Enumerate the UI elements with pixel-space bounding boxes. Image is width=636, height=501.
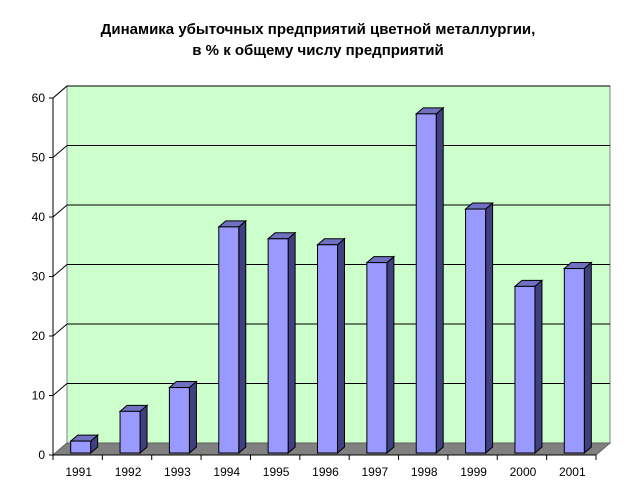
y-tick-label: 20 bbox=[32, 329, 46, 343]
y-tick-label: 40 bbox=[32, 210, 46, 224]
y-tick-label: 10 bbox=[32, 389, 46, 403]
bar-front bbox=[415, 113, 437, 454]
bar-front bbox=[168, 387, 190, 454]
x-tick-label: 1998 bbox=[411, 465, 438, 479]
y-tick-label: 0 bbox=[38, 448, 45, 462]
bar bbox=[217, 219, 248, 455]
bar bbox=[414, 106, 445, 455]
x-tick-label: 1994 bbox=[213, 465, 240, 479]
x-tick-label: 2000 bbox=[510, 465, 537, 479]
gridline-side bbox=[52, 383, 68, 396]
bar-front bbox=[119, 410, 141, 454]
bar bbox=[168, 380, 198, 455]
gridline-side bbox=[52, 264, 68, 277]
bar bbox=[562, 261, 593, 455]
gridline-side bbox=[52, 323, 68, 337]
chart-title-line-1: Динамика убыточных предприятий цветной м… bbox=[100, 21, 536, 38]
bar-side bbox=[583, 261, 592, 455]
bar-front bbox=[267, 238, 289, 454]
bar bbox=[365, 255, 396, 455]
bar-side bbox=[485, 201, 494, 455]
bar bbox=[266, 231, 297, 455]
bar-side bbox=[188, 380, 197, 455]
x-tick-label: 1992 bbox=[115, 465, 142, 479]
bar-side bbox=[386, 255, 395, 455]
y-tick-label: 30 bbox=[32, 270, 46, 284]
bar-side bbox=[435, 106, 444, 455]
bar-side bbox=[534, 279, 543, 455]
x-tick-label: 1995 bbox=[263, 465, 290, 479]
chart-title-line-2: в % к общему числу предприятий bbox=[192, 42, 444, 59]
y-tick-label: 60 bbox=[32, 91, 46, 105]
bar bbox=[118, 404, 149, 455]
bar-front bbox=[70, 440, 92, 454]
bar-front bbox=[465, 208, 487, 454]
bar-side bbox=[238, 219, 247, 455]
gridline-side bbox=[52, 204, 68, 218]
x-tick-label: 1997 bbox=[362, 465, 389, 479]
x-tick-label: 1999 bbox=[460, 465, 487, 479]
bar-front bbox=[563, 268, 585, 454]
bar bbox=[316, 237, 346, 455]
y-tick-label: 50 bbox=[32, 151, 46, 165]
x-tick-label: 1993 bbox=[164, 465, 191, 479]
bar-side bbox=[287, 231, 296, 455]
x-tick-label: 1996 bbox=[312, 465, 339, 479]
bar-side bbox=[139, 404, 148, 455]
bar bbox=[464, 201, 494, 455]
bar-front bbox=[514, 285, 536, 454]
bar-front bbox=[366, 262, 388, 454]
x-tick-label: 1991 bbox=[65, 465, 92, 479]
bar bbox=[513, 279, 544, 455]
bar-front bbox=[218, 226, 240, 454]
bar-front bbox=[317, 244, 338, 454]
gridline-side bbox=[52, 85, 68, 99]
x-tick-label: 2001 bbox=[559, 465, 586, 479]
gridline-side bbox=[52, 145, 68, 158]
bar bbox=[69, 434, 100, 455]
bar-side bbox=[337, 237, 345, 455]
